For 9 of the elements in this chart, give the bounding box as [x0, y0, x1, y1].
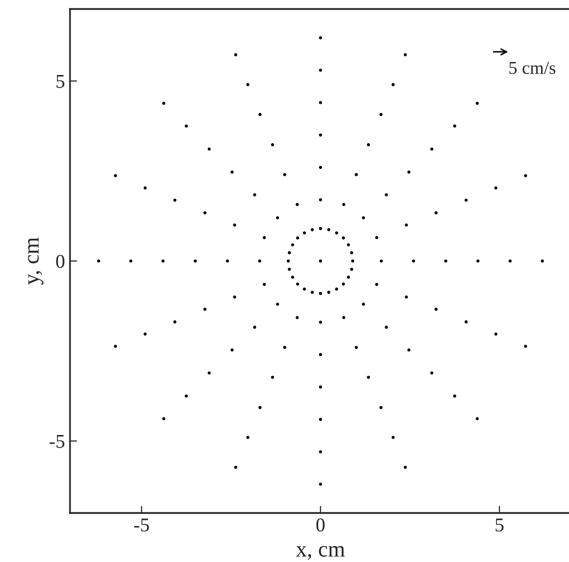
x-tick-label: -5 — [134, 518, 149, 532]
y-axis-title: y, cm — [28, 237, 44, 285]
y-tick-label: 5 — [56, 75, 64, 88]
y-tick-label: -5 — [50, 435, 64, 448]
y-tick-label: 0 — [56, 254, 64, 268]
x-tick-label: 5 — [496, 518, 504, 532]
x-axis-title: x, cm — [296, 546, 345, 560]
annotation: 5 cm/s — [509, 62, 556, 74]
x-tick-label: 0 — [316, 518, 325, 532]
